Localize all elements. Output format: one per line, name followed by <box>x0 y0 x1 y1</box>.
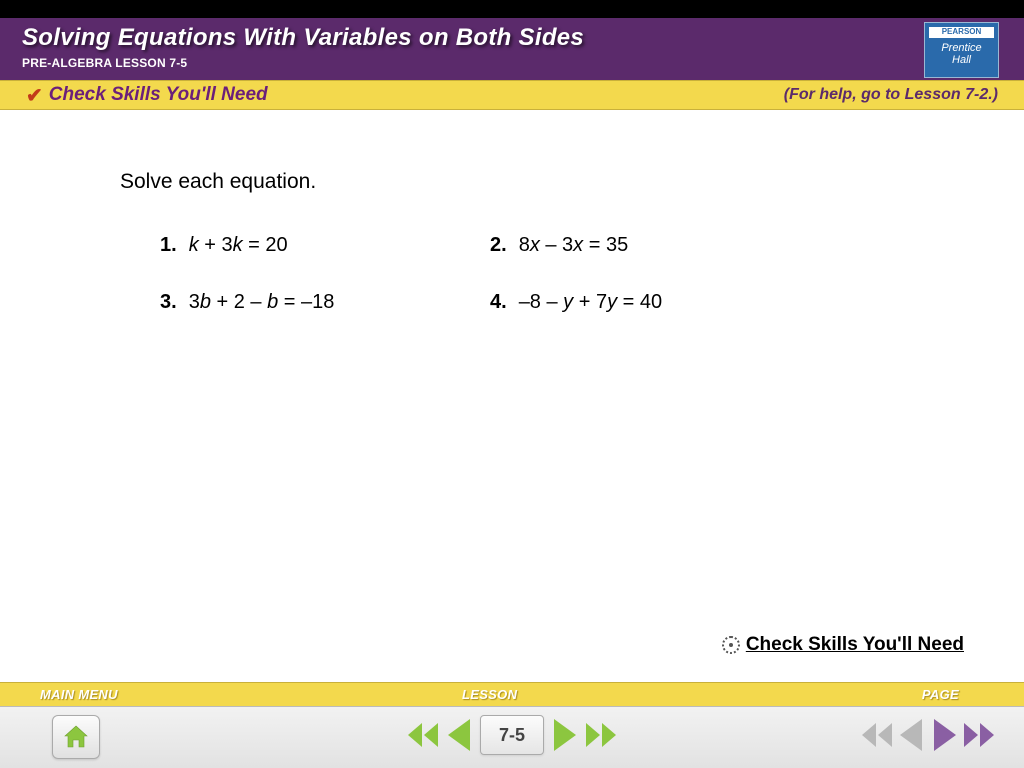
triangle-left-icon <box>900 719 922 751</box>
lesson-nav-center: 7-5 <box>408 715 616 755</box>
problem-number: 4. <box>490 291 507 314</box>
check-skills-label: Check Skills You'll Need <box>49 84 268 106</box>
triangle-right-icon <box>554 719 576 751</box>
problem-equation: –8 – y + 7y = 40 <box>519 291 662 314</box>
home-button[interactable] <box>52 715 100 759</box>
problem-equation: 8x – 3x = 35 <box>519 234 629 257</box>
logo-line2: Hall <box>925 54 998 66</box>
logo-line1: Prentice <box>925 42 998 54</box>
problem-3: 3. 3b + 2 – b = –18 <box>160 291 490 314</box>
nav-label-page: PAGE <box>922 687 959 702</box>
page-next-fast-button[interactable] <box>964 715 994 755</box>
home-icon <box>62 724 90 750</box>
lesson-prev-button[interactable] <box>444 715 474 755</box>
instruction-text: Solve each equation. <box>120 170 1024 194</box>
top-black-bar <box>0 0 1024 18</box>
problems-grid: 1. k + 3k = 20 2. 8x – 3x = 35 3. 3b + 2… <box>160 234 1024 314</box>
problem-equation: k + 3k = 20 <box>189 234 288 257</box>
nav-bar: 7-5 <box>0 706 1024 768</box>
problem-equation: 3b + 2 – b = –18 <box>189 291 335 314</box>
problem-4: 4. –8 – y + 7y = 40 <box>490 291 820 314</box>
problem-number: 3. <box>160 291 177 314</box>
lesson-number-box: 7-5 <box>480 715 544 755</box>
problem-2: 2. 8x – 3x = 35 <box>490 234 820 257</box>
chevron-right-icon <box>964 723 978 747</box>
content-area: Solve each equation. 1. k + 3k = 20 2. 8… <box>0 110 1024 314</box>
chevron-left-icon <box>408 723 422 747</box>
page-next-button[interactable] <box>930 715 960 755</box>
chevron-right-icon <box>586 723 600 747</box>
gear-icon <box>722 636 740 654</box>
lesson-prev-fast-button[interactable] <box>408 715 438 755</box>
triangle-left-icon <box>448 719 470 751</box>
chevron-left-icon <box>862 723 876 747</box>
problem-number: 2. <box>490 234 507 257</box>
nav-labels-bar: MAIN MENU LESSON PAGE <box>0 682 1024 706</box>
lesson-next-button[interactable] <box>550 715 580 755</box>
check-skills-link[interactable]: Check Skills You'll Need <box>722 634 964 656</box>
help-text: (For help, go to Lesson 7-2.) <box>784 86 998 104</box>
checkmark-icon: ✔ <box>26 83 43 108</box>
check-skills-left: ✔ Check Skills You'll Need <box>26 83 268 108</box>
logo-brand: PEARSON <box>929 27 994 38</box>
check-skills-bar: ✔ Check Skills You'll Need (For help, go… <box>0 80 1024 110</box>
check-skills-link-text: Check Skills You'll Need <box>746 634 964 656</box>
problem-1: 1. k + 3k = 20 <box>160 234 490 257</box>
triangle-right-icon <box>934 719 956 751</box>
chevron-left-icon <box>424 723 438 747</box>
nav-label-main-menu: MAIN MENU <box>40 687 118 702</box>
header: Solving Equations With Variables on Both… <box>0 18 1024 80</box>
problem-number: 1. <box>160 234 177 257</box>
chevron-right-icon <box>980 723 994 747</box>
page-title: Solving Equations With Variables on Both… <box>22 24 1024 52</box>
chevron-right-icon <box>602 723 616 747</box>
chevron-left-icon <box>878 723 892 747</box>
nav-label-lesson: LESSON <box>462 687 517 702</box>
lesson-next-fast-button[interactable] <box>586 715 616 755</box>
lesson-subtitle: PRE-ALGEBRA LESSON 7-5 <box>22 56 1024 70</box>
page-nav <box>862 715 994 755</box>
page-prev-fast-button[interactable] <box>862 715 892 755</box>
pearson-logo: PEARSON Prentice Hall <box>924 22 999 78</box>
page-prev-button[interactable] <box>896 715 926 755</box>
